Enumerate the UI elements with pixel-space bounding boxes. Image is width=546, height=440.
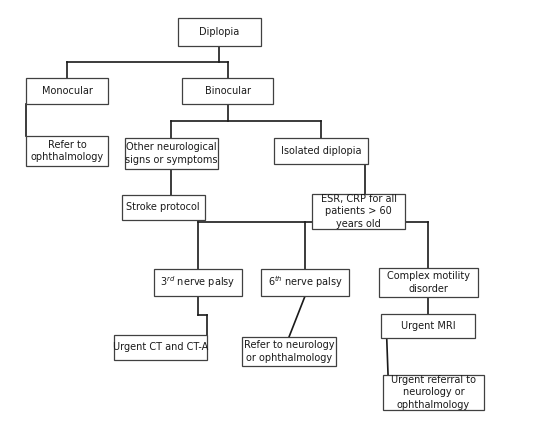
FancyBboxPatch shape — [242, 337, 336, 366]
Text: ESR, CRP for all
patients > 60
years old: ESR, CRP for all patients > 60 years old — [321, 194, 396, 229]
FancyBboxPatch shape — [379, 268, 478, 297]
Text: Urgent CT and CT-A: Urgent CT and CT-A — [113, 342, 208, 352]
Text: Refer to
ophthalmology: Refer to ophthalmology — [31, 139, 104, 162]
Text: Binocular: Binocular — [205, 86, 251, 95]
FancyBboxPatch shape — [178, 18, 261, 47]
Text: Stroke protocol: Stroke protocol — [127, 202, 200, 212]
FancyBboxPatch shape — [154, 269, 242, 296]
Text: Urgent MRI: Urgent MRI — [401, 321, 455, 330]
FancyBboxPatch shape — [124, 138, 218, 169]
FancyBboxPatch shape — [261, 269, 349, 296]
Text: Diplopia: Diplopia — [199, 27, 240, 37]
Text: 3$^{rd}$ nerve palsy: 3$^{rd}$ nerve palsy — [161, 275, 236, 290]
Text: Refer to neurology
or ophthalmology: Refer to neurology or ophthalmology — [244, 340, 334, 363]
FancyBboxPatch shape — [182, 78, 273, 103]
FancyBboxPatch shape — [114, 335, 207, 360]
Text: Urgent referral to
neurology or
ophthalmology: Urgent referral to neurology or ophthalm… — [391, 375, 476, 410]
FancyBboxPatch shape — [312, 194, 406, 229]
FancyBboxPatch shape — [26, 136, 109, 166]
Text: Complex motility
disorder: Complex motility disorder — [387, 271, 470, 294]
Text: Isolated diplopia: Isolated diplopia — [281, 146, 361, 156]
Text: 6$^{th}$ nerve palsy: 6$^{th}$ nerve palsy — [268, 275, 343, 290]
FancyBboxPatch shape — [122, 194, 205, 220]
FancyBboxPatch shape — [26, 78, 109, 103]
FancyBboxPatch shape — [383, 375, 484, 410]
Text: Other neurological
signs or symptoms: Other neurological signs or symptoms — [125, 142, 218, 165]
Text: Monocular: Monocular — [41, 86, 92, 95]
FancyBboxPatch shape — [274, 138, 368, 164]
FancyBboxPatch shape — [381, 314, 475, 337]
